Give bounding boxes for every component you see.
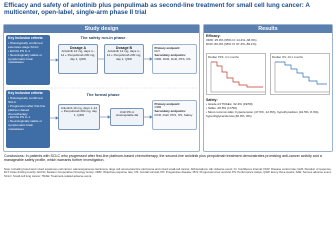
title: Efficacy and safety of anlotinib plus pe…: [4, 2, 310, 17]
km-curve: [275, 61, 327, 85]
phase-heading: The safety run-in phase: [80, 35, 126, 40]
arrow-head: [55, 58, 59, 62]
inclusion-heading: Key inclusion criteria:: [8, 91, 44, 95]
pfs-curve: [210, 61, 265, 93]
dosage-box: Dosage A Anlotinib 10 mg, days 1–14 + Pe…: [58, 44, 98, 74]
dosage-box: Anlotinib 10 mg, days 1–14 + Penpulimab …: [58, 104, 100, 130]
panel-heading: Study design: [4, 25, 199, 33]
dosage-text: Anlotinib 10 mg, days 1–14 + Penpulimab …: [60, 49, 96, 61]
dosage-box: Dosage B Anlotinib 12 mg, days 1–14 + Pe…: [104, 44, 144, 74]
page: {"title": "Efficacy and safety of anloti…: [3, 2, 333, 178]
arrow-head: [149, 57, 153, 61]
footnote: Note: Including fused and mixed squamous…: [4, 167, 332, 178]
endpoint-label: Secondary endpoints:: [154, 109, 187, 114]
inclusion-item: • ECOG PS 0–1: [8, 48, 31, 53]
arrow-head: [55, 116, 59, 120]
connectors: [3, 57, 200, 120]
arrow-head: [149, 115, 153, 119]
pfs-label: Median PFS: 4.1 months: [208, 55, 239, 59]
efficacy-item: DCR: 80.0% (95% CI 67.3%–89.1%): [206, 41, 257, 46]
inclusion-heading: Key inclusion criteria:: [8, 36, 44, 40]
os-label: Median OS: 10.1 months: [272, 55, 303, 59]
dosage-text: Anlotinib 12 mg, days 1–14 + Penpulimab …: [106, 49, 142, 61]
panel-heading: Results: [204, 25, 332, 33]
endpoint-label: Primary endpoint:: [154, 101, 181, 106]
endpoint-label: Secondary endpoints:: [154, 53, 187, 58]
inclusion-item: • Progression after first-line platinum-…: [8, 103, 46, 116]
safety-item: • Grade ≥3 TRAEs: 32.4% (19/59): [206, 101, 253, 106]
inclusion-item: • Histologically confirmed SCLC: [8, 95, 43, 104]
endpoint-label: Primary endpoint:: [154, 45, 181, 50]
conclusion: Conclusions: In patients with SCLC who p…: [4, 154, 322, 163]
km-axes: [210, 62, 265, 93]
os-curve: [274, 61, 329, 93]
pfs-curve-box: Median PFS: 4.1 months: [206, 53, 266, 95]
dosage-text: Anlotinib 10 mg, days 1–14 + Penpulimab …: [60, 105, 98, 117]
km-curve: [211, 61, 263, 88]
until-box: Until PD or unacceptable AE: [110, 108, 144, 126]
until-text: Until PD or unacceptable AE: [115, 109, 139, 118]
endpoint-text: ORR: [154, 105, 162, 110]
arrow-head: [107, 115, 111, 119]
inclusion-box: Key inclusion criteria: • Histologically…: [6, 35, 50, 85]
endpoint-box: Primary endpoint: ORR Secondary endpoint…: [152, 100, 197, 130]
efficacy-item: ORR: 25.0% (95% CI 14.4%–38.3%): [206, 37, 257, 42]
inclusion-item: • ECOG PS 0–1: [8, 115, 31, 120]
endpoint-text: DLT: [154, 49, 160, 54]
inclusion-item: • Neurologically stable or symptomatic b…: [8, 119, 43, 132]
endpoint-text: DCR, DoR, PFS, OS, Safety: [154, 112, 193, 117]
dosage-label: Dosage A: [69, 45, 86, 50]
safety-heading: Safety:: [206, 98, 218, 102]
safety-block: Safety: • Grade ≥3 TRAEs: 32.4% (19/59) …: [206, 98, 330, 119]
km-axes: [274, 62, 329, 93]
phase-heading: The formal phase: [86, 92, 120, 97]
safety-item: • Most common AEs: hypertension (47.5%, …: [206, 109, 320, 118]
efficacy-heading: Efficacy:: [206, 34, 221, 38]
os-curve-box: Median OS: 10.1 months: [270, 53, 330, 95]
inclusion-box: Key inclusion criteria: • Histologically…: [6, 90, 50, 148]
efficacy-block: Efficacy: ORR: 25.0% (95% CI 14.4%–38.3%…: [206, 34, 330, 47]
endpoint-box: Primary endpoint: DLT Secondary endpoint…: [152, 44, 197, 74]
inclusion-item: • Histologically confirmed extensive-sta…: [8, 40, 43, 49]
endpoint-text: ORR, DCR, DoR, PFS, OS: [154, 56, 191, 61]
safety-item: • SAEs: 28.8% (17/59): [206, 105, 237, 110]
inclusion-item: • Neurologically stable or symptomatic b…: [8, 52, 43, 65]
dosage-label: Dosage B: [115, 45, 133, 50]
